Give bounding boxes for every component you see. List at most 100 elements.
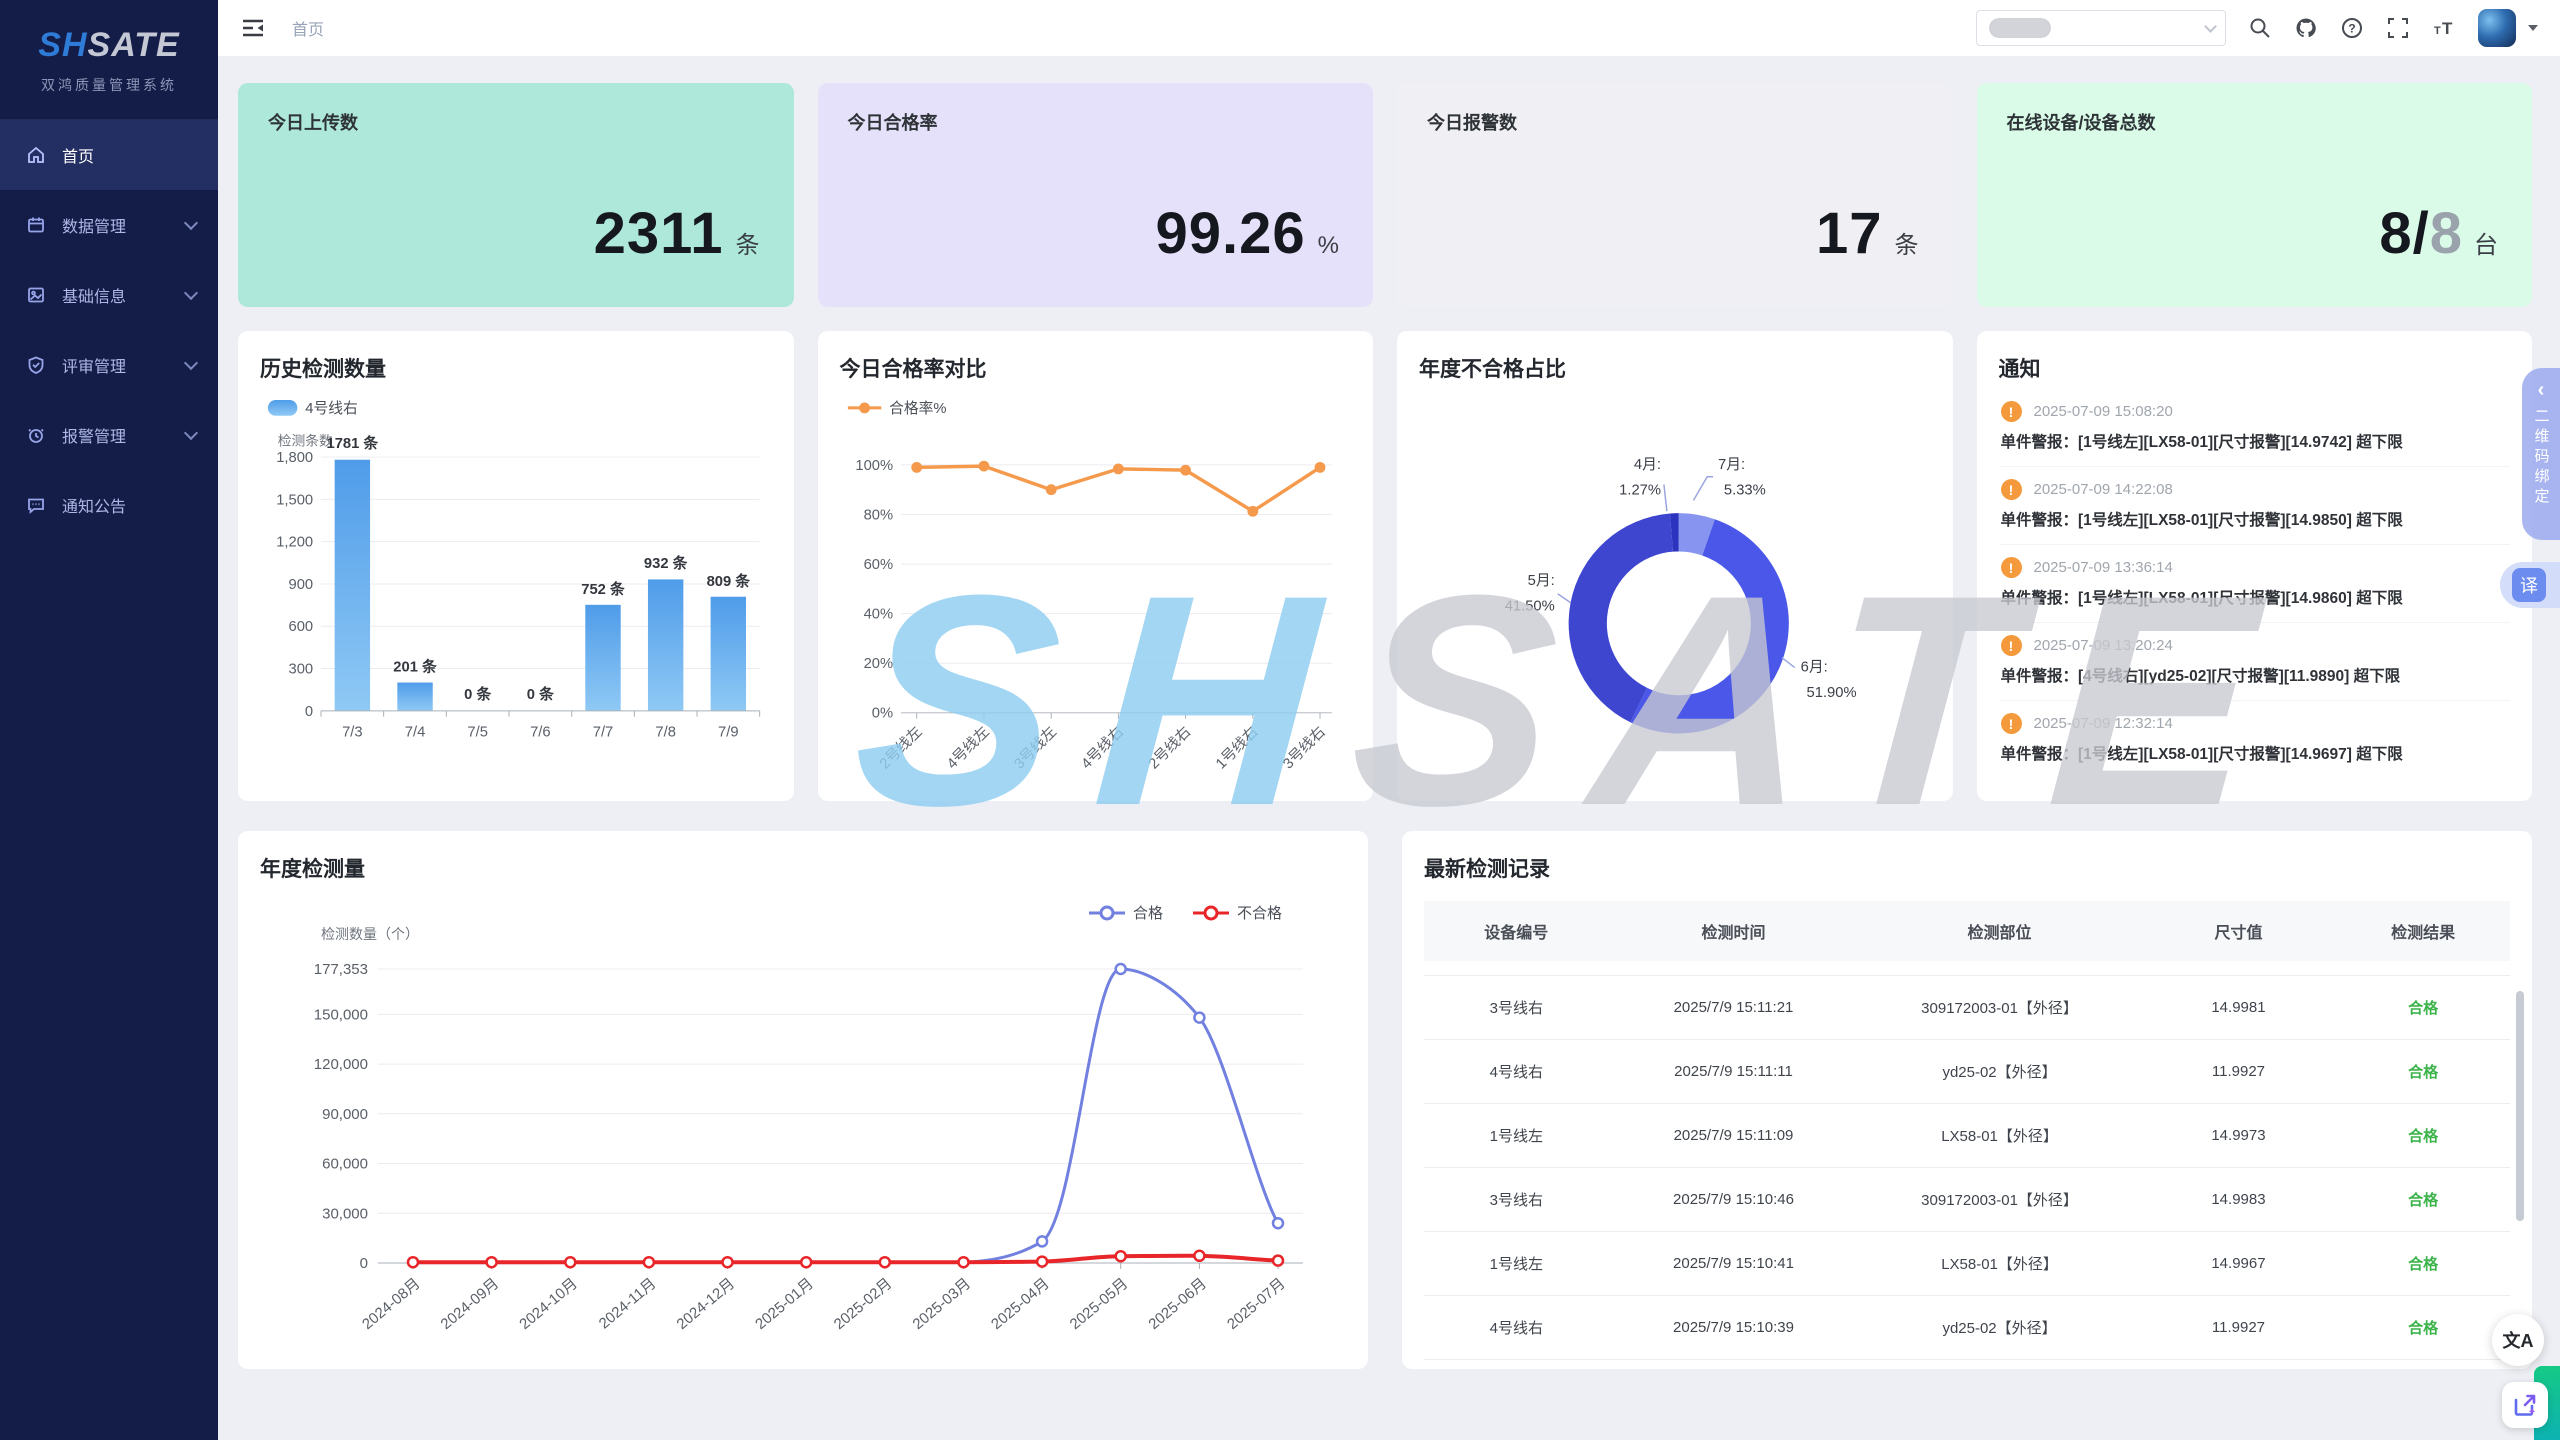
svg-text:?: ? <box>2348 22 2355 36</box>
share-sparkle-icon <box>2514 1394 2536 1416</box>
svg-text:2024-08月: 2024-08月 <box>359 1275 424 1333</box>
notice-time: 2025-07-09 15:08:20 <box>2033 403 2173 420</box>
warning-icon: ! <box>2000 713 2022 734</box>
notice-item[interactable]: ! 2025-07-09 14:22:08 单件警报：[1号线左][LX58-01… <box>1998 467 2510 545</box>
translate-fab[interactable]: 文A <box>2492 1314 2544 1366</box>
stat-title: 今日上传数 <box>268 113 358 133</box>
chat-bubble-icon <box>26 495 46 515</box>
select-value-placeholder <box>1989 18 2051 38</box>
help-icon[interactable]: ? <box>2340 16 2364 40</box>
sidebar-item-data-management[interactable]: 数据管理 <box>0 190 218 260</box>
extension-button[interactable] <box>2502 1382 2548 1428</box>
chart-title: 年度不合格占比 <box>1419 358 1566 381</box>
sidebar-item-label: 首页 <box>62 149 95 166</box>
svg-text:1号线右: 1号线右 <box>1212 723 1261 772</box>
legend-item-fail[interactable]: 不合格 <box>1193 905 1282 922</box>
latest-records-card: 最新检测记录 设备编号 检测时间 检测部位 尺寸值 检测结果 3号线右 2025/… <box>1402 831 2532 1369</box>
svg-text:752 条: 752 条 <box>581 580 625 598</box>
svg-text:51.90%: 51.90% <box>1807 685 1857 701</box>
stat-card-devices: 在线设备/设备总数 8/8 台 <box>1976 83 2532 307</box>
svg-text:1,500: 1,500 <box>276 492 313 508</box>
chevron-down-icon <box>183 355 199 371</box>
table-title: 最新检测记录 <box>1424 858 1550 881</box>
warning-icon: ! <box>2000 557 2022 578</box>
sidebar-item-alarm-management[interactable]: 报警管理 <box>0 400 218 470</box>
svg-text:7/3: 7/3 <box>342 724 363 740</box>
stat-card-uploads: 今日上传数 2311 条 <box>238 83 794 307</box>
stat-card-pass-rate: 今日合格率 99.26% <box>817 83 1373 307</box>
col-header: 尺寸值 <box>2140 901 2337 961</box>
table-scrollbar[interactable] <box>2516 991 2524 1221</box>
stat-unit: 条 <box>1894 232 1919 259</box>
notice-item[interactable]: ! 2025-07-09 12:32:14 单件警报：[1号线左][LX58-01… <box>1999 701 2511 778</box>
calendar-icon <box>26 215 46 235</box>
sidebar-item-base-info[interactable]: 基础信息 <box>0 260 218 330</box>
sidebar-item-notice[interactable]: 通知公告 <box>0 470 218 540</box>
avatar-caret-icon[interactable] <box>2528 25 2538 31</box>
legend-item-rate[interactable]: 合格率% <box>847 400 946 417</box>
svg-text:20%: 20% <box>863 656 893 672</box>
svg-text:5.33%: 5.33% <box>1724 482 1766 498</box>
stat-title: 今日合格率 <box>847 113 938 133</box>
sidebar-item-review-management[interactable]: 评审管理 <box>0 330 218 400</box>
warning-icon: ! <box>2000 635 2022 656</box>
legend-item-line4r[interactable]: 4号线右 <box>267 400 358 417</box>
header-select[interactable] <box>1976 10 2226 46</box>
annual-volume-chart: 合格 不合格 检测数量（个） 177,353 150,000 120,000 <box>314 905 1303 1333</box>
pass-points <box>1035 962 1285 1248</box>
translate-chip[interactable]: 译 <box>2500 562 2560 608</box>
donut-label-lines <box>1557 475 1796 669</box>
svg-text:7/9: 7/9 <box>718 724 739 740</box>
sidebar-item-home[interactable]: 首页 <box>0 120 218 190</box>
sidebar-collapse-icon[interactable] <box>240 15 266 41</box>
breadcrumb[interactable]: 首页 <box>292 22 325 39</box>
stat-title: 在线设备/设备总数 <box>2006 113 2156 133</box>
svg-text:60,000: 60,000 <box>322 1156 368 1173</box>
notice-item[interactable]: ! 2025-07-09 15:08:20 单件警报：[1号线左][LX58-01… <box>1998 389 2510 467</box>
legend-item-pass[interactable]: 合格 <box>1089 905 1163 922</box>
stat-value: 2311 <box>593 201 724 266</box>
svg-text:809 条: 809 条 <box>707 572 751 590</box>
notice-item[interactable]: ! 2025-07-09 13:20:24 单件警报：[4号线右][yd25-02… <box>1998 623 2510 701</box>
fail-points <box>406 1249 1285 1269</box>
result-badge: 合格 <box>2408 1255 2439 1273</box>
notice-time: 2025-07-09 13:20:24 <box>2033 637 2173 654</box>
svg-text:80%: 80% <box>863 507 893 523</box>
svg-text:4号线右: 4号线右 <box>305 400 357 417</box>
svg-text:2025-04月: 2025-04月 <box>988 1275 1053 1333</box>
svg-text:2025-06月: 2025-06月 <box>1145 1275 1210 1333</box>
svg-text:2024-09月: 2024-09月 <box>438 1275 503 1333</box>
svg-text:2025-07月: 2025-07月 <box>1224 1275 1289 1333</box>
table-row: 1号线左 2025/7/9 15:10:41 LX58-01【外径】 14.9967 合… <box>1424 1231 2510 1296</box>
notice-time: 2025-07-09 14:22:08 <box>2033 481 2173 498</box>
svg-text:5月:: 5月: <box>1528 573 1555 589</box>
sidebar-item-label: 基础信息 <box>62 289 127 306</box>
table-row: 3号线右 2025/7/9 15:11:21 309172003-01【外径】 14.… <box>1424 975 2510 1040</box>
notice-text: 单件警报：[1号线左][LX58-01][尺寸报警][14.9697] 超下限 <box>2000 746 2403 763</box>
search-icon[interactable] <box>2248 16 2272 40</box>
notice-item[interactable]: ! 2025-07-09 13:36:14 单件警报：[1号线左][LX58-01… <box>1998 545 2510 623</box>
svg-text:100%: 100% <box>855 458 893 474</box>
svg-text:不合格: 不合格 <box>1237 905 1282 922</box>
svg-text:7/5: 7/5 <box>467 724 488 740</box>
svg-text:7/6: 7/6 <box>530 724 551 740</box>
sidebar: SHSATE 双鸿质量管理系统 首页 数据管理 基础信息 评审管理 报警管理 <box>0 0 218 1440</box>
github-icon[interactable] <box>2294 16 2318 40</box>
sidebar-nav: 首页 数据管理 基础信息 评审管理 报警管理 通知公告 <box>0 120 218 540</box>
svg-text:900: 900 <box>288 577 313 593</box>
stat-value: 99.26 <box>1155 201 1306 266</box>
col-header: 检测部位 <box>1858 901 2141 961</box>
today-rate-chart: 合格率% 100% 80% 60% 40% 20% 0% <box>847 400 1332 772</box>
svg-text:2024-10月: 2024-10月 <box>516 1275 581 1333</box>
result-badge: 合格 <box>2408 1319 2439 1337</box>
result-badge: 合格 <box>2408 1191 2439 1209</box>
table-row: 4号线右 2025/7/9 15:11:11 yd25-02【外径】 11.9927 合… <box>1424 1039 2510 1104</box>
svg-text:2025-03月: 2025-03月 <box>909 1275 974 1333</box>
qr-binding-tab[interactable]: ‹ 二维码绑定 <box>2522 368 2560 540</box>
avatar[interactable] <box>2478 9 2516 47</box>
stat-title: 今日报警数 <box>1427 113 1517 133</box>
fullscreen-icon[interactable] <box>2386 16 2410 40</box>
svg-text:2号线右: 2号线右 <box>1145 723 1194 772</box>
